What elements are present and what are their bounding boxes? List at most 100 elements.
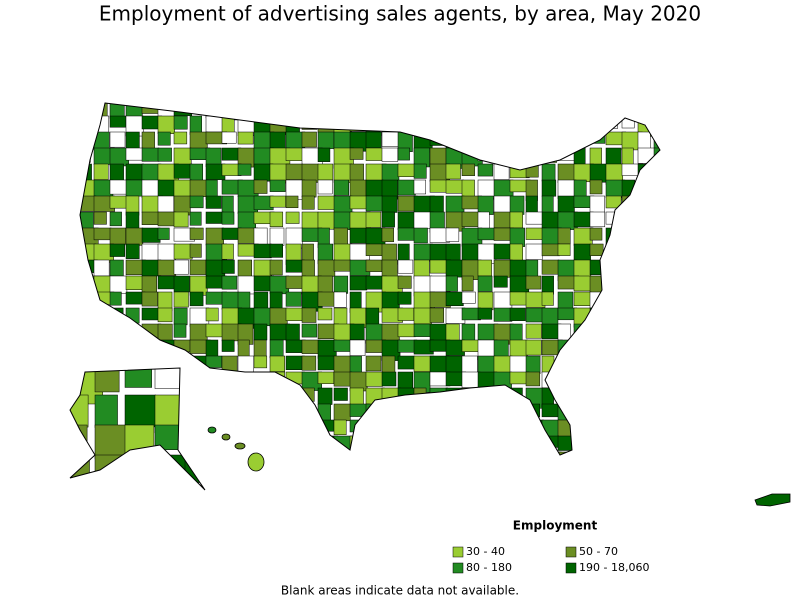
area xyxy=(477,259,492,277)
area xyxy=(557,387,576,406)
area xyxy=(541,131,562,147)
area xyxy=(317,211,335,230)
area xyxy=(637,275,658,288)
area xyxy=(573,323,588,340)
area xyxy=(205,103,227,119)
area xyxy=(189,131,208,149)
area xyxy=(493,147,513,166)
area xyxy=(317,339,337,359)
area xyxy=(557,355,579,377)
area xyxy=(141,227,161,243)
area xyxy=(509,387,523,404)
area xyxy=(381,163,400,181)
area xyxy=(237,259,252,278)
area xyxy=(189,227,204,240)
area xyxy=(589,163,608,183)
area xyxy=(269,451,287,455)
area xyxy=(173,323,187,338)
legend-label: 30 - 40 xyxy=(466,545,505,558)
area xyxy=(269,227,285,246)
footnote: Blank areas indicate data not available. xyxy=(281,584,519,598)
area xyxy=(493,243,511,260)
area xyxy=(205,355,223,368)
area xyxy=(589,195,605,215)
area xyxy=(477,131,494,152)
area xyxy=(573,227,593,246)
area xyxy=(397,227,415,241)
area xyxy=(184,484,205,490)
area xyxy=(157,451,175,455)
area xyxy=(509,243,523,263)
area xyxy=(541,103,555,122)
area xyxy=(429,147,447,167)
area xyxy=(125,179,145,197)
area xyxy=(605,323,625,340)
area xyxy=(189,291,204,307)
area xyxy=(205,323,224,338)
area xyxy=(621,419,640,432)
area xyxy=(461,243,481,263)
area xyxy=(253,403,269,418)
area xyxy=(557,419,575,437)
island xyxy=(207,426,217,434)
area xyxy=(285,195,299,209)
area xyxy=(94,394,118,428)
area xyxy=(189,371,207,391)
area xyxy=(381,403,397,417)
area xyxy=(477,451,499,455)
area xyxy=(509,131,526,148)
area xyxy=(349,179,367,197)
area xyxy=(605,371,624,392)
area xyxy=(621,323,642,345)
area xyxy=(124,368,152,388)
area xyxy=(141,339,159,355)
area xyxy=(445,323,460,341)
area xyxy=(381,147,399,162)
area xyxy=(94,484,124,490)
area xyxy=(269,419,282,440)
area xyxy=(509,195,525,215)
area xyxy=(109,243,126,257)
area xyxy=(413,323,432,337)
area xyxy=(653,211,660,232)
area xyxy=(237,371,255,393)
area xyxy=(397,371,413,390)
area xyxy=(93,307,108,322)
area xyxy=(124,454,161,481)
area xyxy=(621,243,639,265)
area xyxy=(365,371,383,387)
area xyxy=(637,387,657,401)
area xyxy=(349,103,365,118)
area xyxy=(541,179,557,197)
map-title: Employment of advertising sales agents, … xyxy=(99,2,701,26)
area xyxy=(173,339,191,353)
area xyxy=(285,387,299,406)
area xyxy=(381,291,400,310)
area xyxy=(317,307,333,321)
area xyxy=(253,387,271,401)
area xyxy=(477,435,491,453)
area xyxy=(525,195,538,213)
area xyxy=(477,115,497,131)
area xyxy=(589,307,611,327)
area xyxy=(605,355,625,371)
area xyxy=(589,419,609,438)
us-outline xyxy=(79,102,661,456)
area xyxy=(80,147,91,163)
area xyxy=(573,339,587,359)
area xyxy=(413,103,428,121)
area xyxy=(173,115,188,130)
area xyxy=(493,259,513,278)
area xyxy=(637,147,656,164)
area xyxy=(509,103,530,113)
area xyxy=(157,131,171,146)
area xyxy=(333,131,352,150)
area xyxy=(413,435,435,455)
area xyxy=(205,339,219,358)
area xyxy=(301,403,315,422)
area xyxy=(349,227,367,244)
area xyxy=(461,179,475,199)
area xyxy=(285,435,302,454)
area xyxy=(429,419,445,434)
